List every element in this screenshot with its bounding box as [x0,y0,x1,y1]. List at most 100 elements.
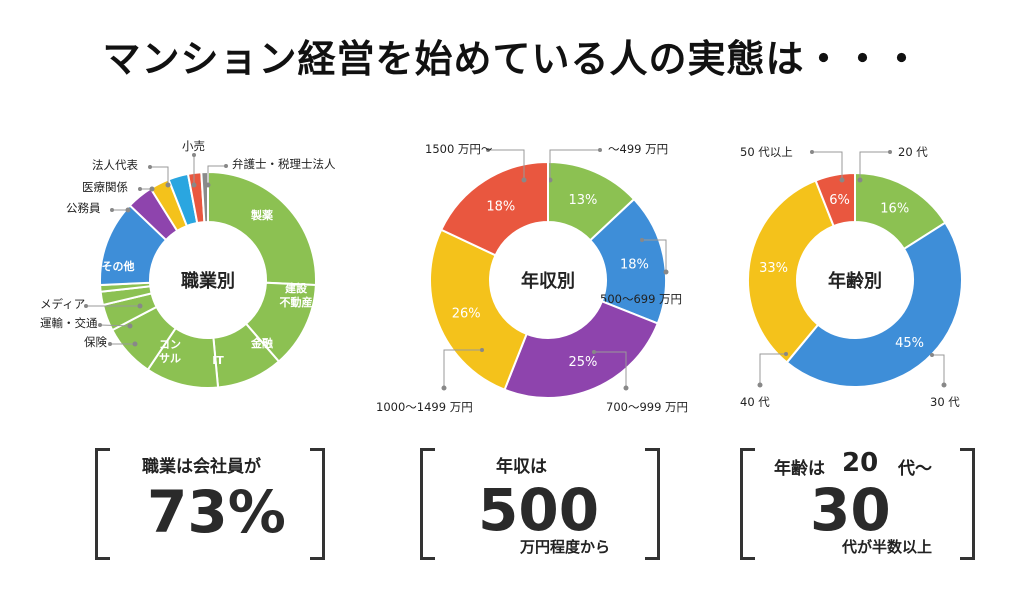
category-label: 30 代 [930,395,960,409]
leader-dot [205,182,211,188]
right-bracket [645,448,660,560]
leader-dot [857,177,863,183]
stat-income: 年収は 500 万円程度から [420,448,660,560]
stat-age-unit: 代が半数以上 [842,538,933,556]
category-label: 運輸・交通 [40,316,98,330]
stat-age-from: 20 [842,448,879,478]
leader-dot [132,341,138,347]
leader-dot [84,304,88,308]
percent-label: 26% [452,306,481,321]
category-label: 500〜699 万円 [600,292,682,306]
stat-job: 職業は会社員が 73% [95,448,325,560]
donut-chart-2: 13% 〜499 万円 18% 500〜699 万円 25% 700〜999 万円 26% 1… [376,142,688,414]
leader-dot [137,303,143,309]
percent-label: 45% [895,336,924,351]
leader-dot [757,382,763,388]
percent-label: 16% [880,202,909,217]
percent-label: 13% [568,193,597,208]
percent-label: 6% [829,193,850,208]
slice-2-5 [439,160,549,257]
leader-dot [138,187,142,191]
leader-dot [125,207,131,213]
leader-line [99,324,131,327]
category-label: 1500 万円〜 [425,142,493,156]
leader-dot [165,182,171,188]
leader-dot [623,385,629,391]
category-label: 40 代 [740,395,770,409]
category-label: 小売 [182,139,205,153]
page-title: マンション経営を始めている人の実態は・・・ [102,37,922,81]
stat-age-from-suffix: 代〜 [898,459,932,479]
percent-label: 25% [568,355,597,370]
leader-line [859,151,890,180]
leader-dot [598,148,602,152]
percent-label: 18% [486,200,515,215]
category-label: 20 代 [898,145,928,159]
leader-line [932,354,945,385]
leader-dot [191,182,197,188]
leader-line [443,349,482,388]
category-label: 金融 [250,336,273,350]
leader-line [594,351,627,388]
leader-dot [98,323,102,327]
category-label: 製薬 [250,208,274,222]
leader-line [207,165,226,185]
category-label: 〜499 万円 [608,142,668,156]
leader-line [812,151,843,180]
category-label: コンサル [159,338,181,365]
stat-age: 年齢は 20 代〜 30 代が半数以上 [740,448,975,560]
leader-dot [148,165,152,169]
leader-dot [810,150,814,154]
category-label: メディア [40,297,85,311]
leader-line [642,239,667,272]
leader-dot [441,385,447,391]
leader-line [759,353,786,385]
category-label: IT [212,354,224,367]
donut-center-label: 年齢別 [828,270,882,292]
leader-dot [640,238,644,242]
stat-income-value: 500 [478,476,600,544]
stat-job-label: 職業は会社員が [142,457,261,477]
leader-dot [941,382,947,388]
slice-2-3 [503,300,660,399]
category-label: 1000〜1499 万円 [376,400,473,414]
stat-income-label: 年収は [496,457,547,477]
stat-job-value: 73% [147,478,286,546]
leader-dot [486,148,490,152]
category-label: 50 代以上 [740,145,793,159]
leader-dot [192,153,196,157]
left-bracket [740,448,755,560]
leader-dot [592,350,596,354]
leader-line [488,149,525,180]
leader-dot [839,177,845,183]
slice-1-1 [207,170,317,287]
percent-label: 18% [620,258,649,273]
left-bracket [420,448,435,560]
left-bracket [95,448,110,560]
category-label: 保険 [84,335,107,349]
stat-age-value: 30 [810,476,891,544]
category-label: 建設不動産 [280,281,313,309]
category-label: 法人代表 [92,158,138,172]
leader-line [150,166,169,185]
slice-3-3 [747,179,835,364]
leader-dot [110,208,114,212]
stat-income-unit: 万円程度から [520,538,611,556]
leader-dot [930,353,934,357]
right-bracket [310,448,325,560]
category-label: 700〜999 万円 [606,400,688,414]
leader-dot [521,177,527,183]
slice-3-2 [785,221,963,388]
percent-label: 33% [759,261,788,276]
leader-dot [149,186,155,192]
leader-line [549,149,600,180]
slice-3-4 [814,171,856,228]
category-label: その他 [102,259,135,273]
leader-dot [480,348,484,352]
leader-dot [224,164,228,168]
category-label: 公務員 [66,201,101,215]
